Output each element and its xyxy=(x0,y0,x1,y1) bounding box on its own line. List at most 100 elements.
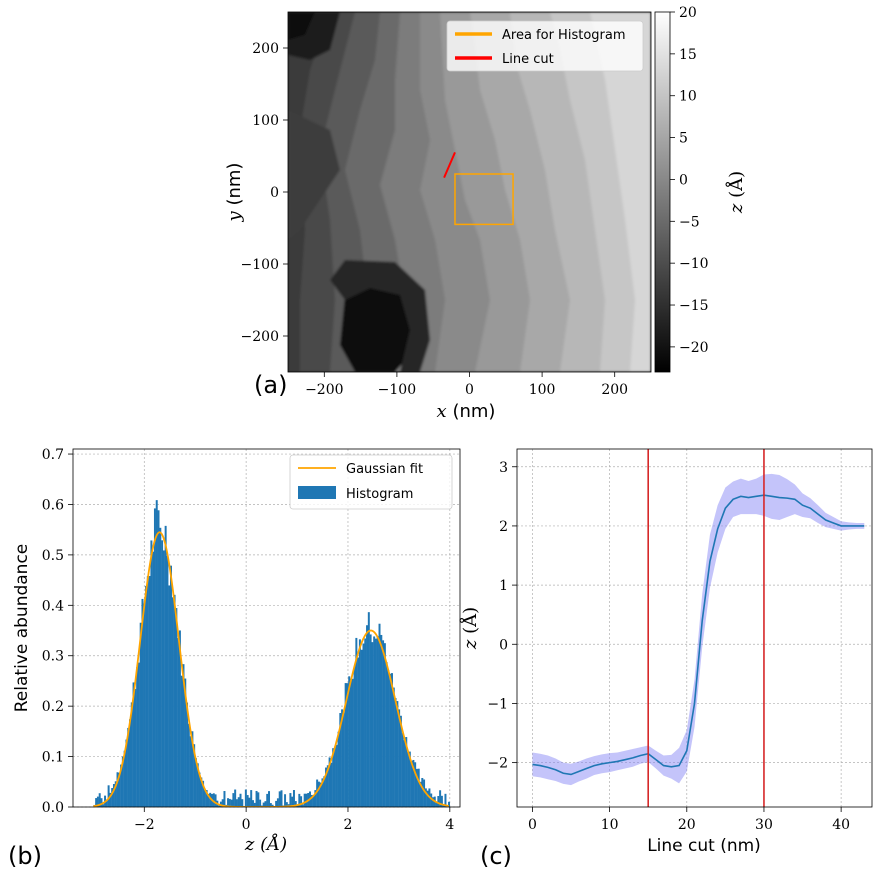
histogram-bar xyxy=(350,678,352,807)
histogram-bar xyxy=(157,510,160,807)
histogram-bar xyxy=(310,794,313,807)
histogram-bar xyxy=(276,798,279,807)
histogram-bar xyxy=(341,709,344,807)
histogram-bar xyxy=(355,637,358,807)
legend-label-gaussian-fit: Gaussian fit xyxy=(346,462,423,477)
histogram-bar xyxy=(221,799,224,807)
histogram-bar xyxy=(186,702,189,807)
histogram-bar xyxy=(198,772,201,807)
histogram-bar xyxy=(178,630,181,807)
histogram-bar xyxy=(431,797,434,807)
histogram-bar xyxy=(205,790,208,807)
histogram-bar xyxy=(423,779,426,807)
y-tick-label-a: 200 xyxy=(252,41,279,57)
y-axis-label-a: y (nm) xyxy=(224,163,245,223)
histogram-bar xyxy=(227,798,230,807)
y-tick-label-a: −200 xyxy=(241,329,279,345)
histogram-bar xyxy=(171,597,174,807)
legend-label-histogram: Histogram xyxy=(346,487,413,502)
step-markers xyxy=(647,449,765,807)
histogram-bar xyxy=(414,762,417,807)
grid-c xyxy=(517,449,872,807)
histogram-bar xyxy=(398,709,401,807)
histogram-bar xyxy=(342,712,345,807)
histogram-bar xyxy=(100,798,103,807)
histogram-bar xyxy=(360,649,363,807)
histogram-bar xyxy=(248,797,251,807)
histogram-bar xyxy=(383,643,386,807)
histogram-bar xyxy=(426,790,429,807)
histogram-bar xyxy=(408,751,411,807)
histogram-bar xyxy=(278,791,281,807)
histogram-bar xyxy=(392,687,395,807)
svg-text:Relative abundance: Relative abundance xyxy=(12,544,32,713)
axes-a: −200 −100 0 100 200 −200 −100 0 100 200 xyxy=(241,41,629,398)
histogram-bar xyxy=(364,638,367,807)
y-tick-label-b: 0.2 xyxy=(42,699,64,715)
colorbar-tick-label: 20 xyxy=(679,5,697,21)
histogram-bar xyxy=(298,793,301,807)
histogram-bar xyxy=(284,794,287,807)
y-tick-label-a: 100 xyxy=(252,113,279,129)
histogram-bar xyxy=(137,662,140,807)
histogram-bar xyxy=(116,772,119,807)
plot-frame-c xyxy=(516,448,873,808)
histogram-bar xyxy=(399,715,402,807)
histogram-bar xyxy=(305,793,308,807)
histogram-bar xyxy=(294,801,297,807)
histogram-bar xyxy=(203,789,206,807)
panel-b: −2 0 2 4 0.0 0.1 0.2 0.3 0.4 0.5 0.6 0.7 Gaussian f… xyxy=(8,447,461,870)
svg-text:z (Å): z (Å) xyxy=(725,171,747,214)
histogram-bar xyxy=(136,667,139,807)
histogram-bar xyxy=(134,688,137,807)
histogram-bar xyxy=(255,790,258,807)
histogram-bar xyxy=(194,758,197,807)
y-tick-label-b: 0.6 xyxy=(42,497,64,513)
histogram-bar xyxy=(435,802,438,807)
histogram-bar xyxy=(184,678,187,807)
histogram-bar xyxy=(382,640,385,807)
x-tick-label-c: 40 xyxy=(832,817,850,833)
histogram-bar xyxy=(362,643,365,807)
histogram-bar xyxy=(285,802,288,807)
histogram-bar xyxy=(244,789,247,807)
histogram-bar xyxy=(121,756,124,807)
histogram-bar xyxy=(269,803,272,807)
histogram-bar xyxy=(182,664,185,807)
histogram-bar xyxy=(442,805,445,807)
histogram-bar xyxy=(159,527,162,807)
legend-label-histogram-area: Area for Histogram xyxy=(502,28,626,43)
histogram-bar xyxy=(367,612,370,807)
colorbar-tick-label: 0 xyxy=(679,172,688,188)
x-tick-label-a: 100 xyxy=(529,382,556,398)
histogram-bar xyxy=(112,783,115,807)
histogram-bar xyxy=(275,800,278,807)
histogram-bar xyxy=(109,792,112,807)
histogram-bar xyxy=(180,675,183,807)
colorbar-tick-label: 5 xyxy=(679,131,688,147)
histogram-bar xyxy=(105,800,108,807)
histogram-bar xyxy=(251,800,254,807)
histogram-bar xyxy=(127,727,130,807)
histogram-bar xyxy=(234,789,237,807)
histogram-bar xyxy=(391,673,393,807)
axes-c: 0 10 20 30 40 −2 −1 0 1 2 3 xyxy=(487,460,850,833)
y-tick-label-b: 0.4 xyxy=(42,598,64,614)
colorbar-tick-label: −15 xyxy=(679,298,709,314)
histogram-bar xyxy=(173,594,176,807)
histogram-bar xyxy=(232,793,235,807)
histogram-bar xyxy=(161,540,164,807)
histogram-bar xyxy=(314,790,317,807)
histogram-bar xyxy=(415,768,418,807)
histogram-bar xyxy=(230,799,233,807)
colorbar-tick-label: −5 xyxy=(679,214,700,230)
histogram-bar xyxy=(366,625,369,807)
histogram-bar xyxy=(330,762,333,807)
histogram-bar xyxy=(323,776,326,807)
histogram-bar xyxy=(353,666,356,807)
colorbar-label: z (Å) xyxy=(725,171,747,214)
histogram-bar xyxy=(259,799,262,807)
histogram-bar xyxy=(250,790,253,807)
legend-label-line-cut: Line cut xyxy=(502,52,554,67)
